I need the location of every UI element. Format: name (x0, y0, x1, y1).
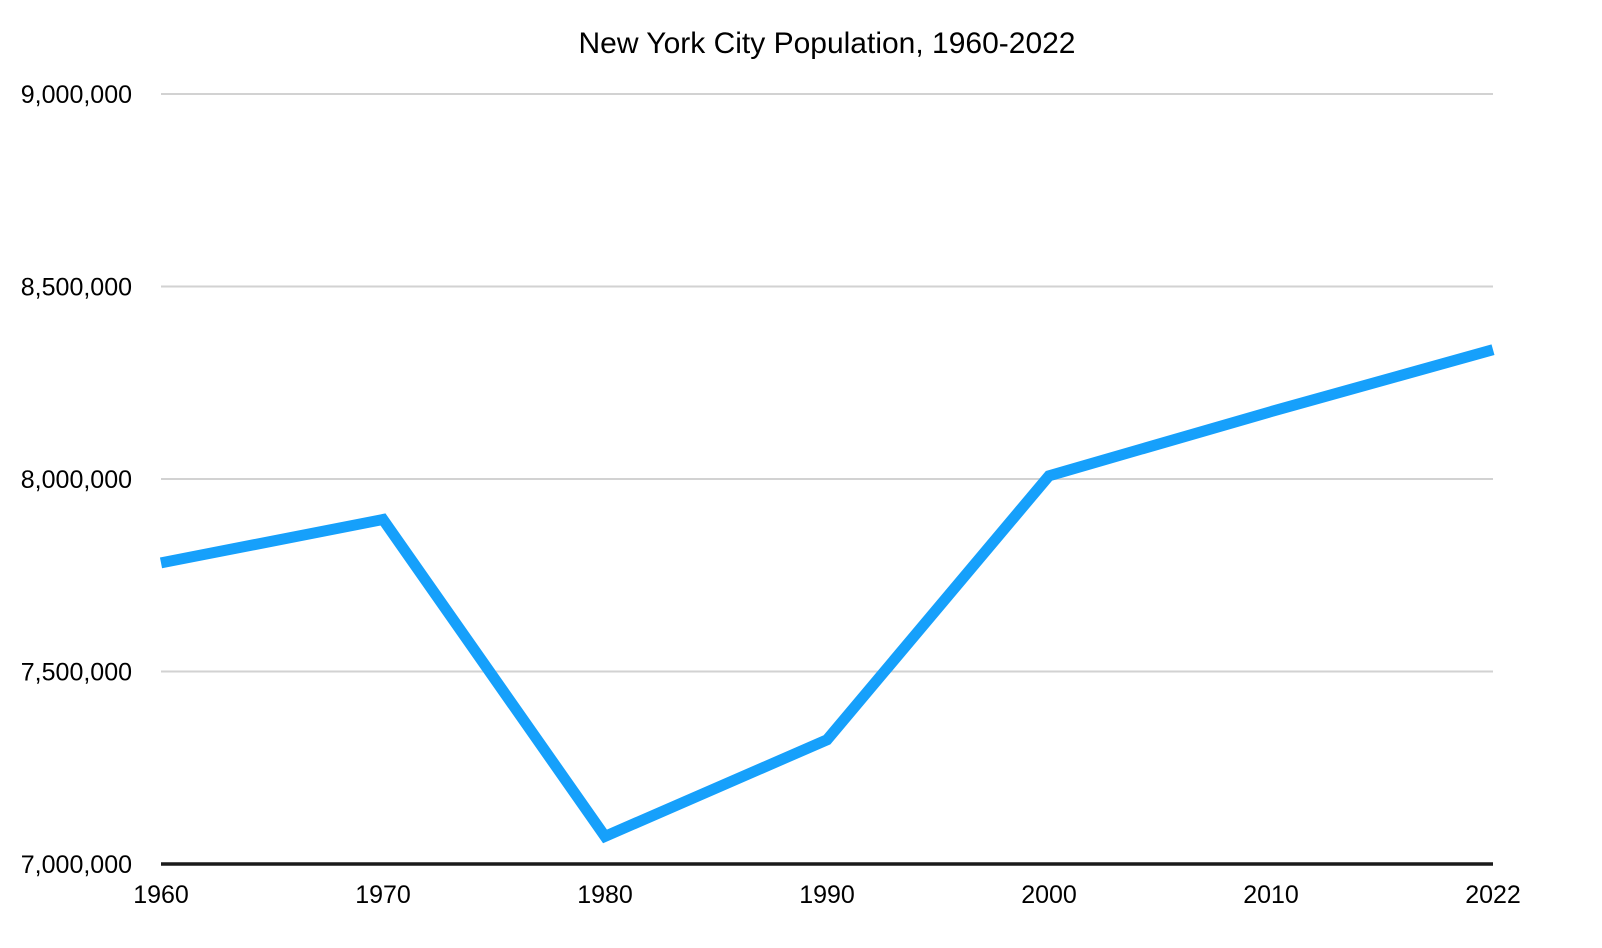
y-tick-label: 8,000,000 (21, 466, 132, 494)
y-tick-label: 7,500,000 (21, 658, 132, 686)
y-tick-label: 8,500,000 (21, 273, 132, 301)
y-tick-label: 9,000,000 (21, 81, 132, 109)
y-tick-label: 7,000,000 (21, 851, 132, 879)
chart-title: New York City Population, 1960-2022 (578, 27, 1076, 60)
population-series-line (159, 344, 1495, 844)
x-tick-label: 1990 (799, 881, 855, 909)
x-tick-label: 2022 (1465, 881, 1521, 909)
x-tick-label: 2000 (1021, 881, 1077, 909)
x-tick-label: 2010 (1243, 881, 1299, 909)
x-tick-label: 1970 (355, 881, 411, 909)
x-tick-label: 1980 (577, 881, 633, 909)
x-tick-label: 1960 (133, 881, 189, 909)
